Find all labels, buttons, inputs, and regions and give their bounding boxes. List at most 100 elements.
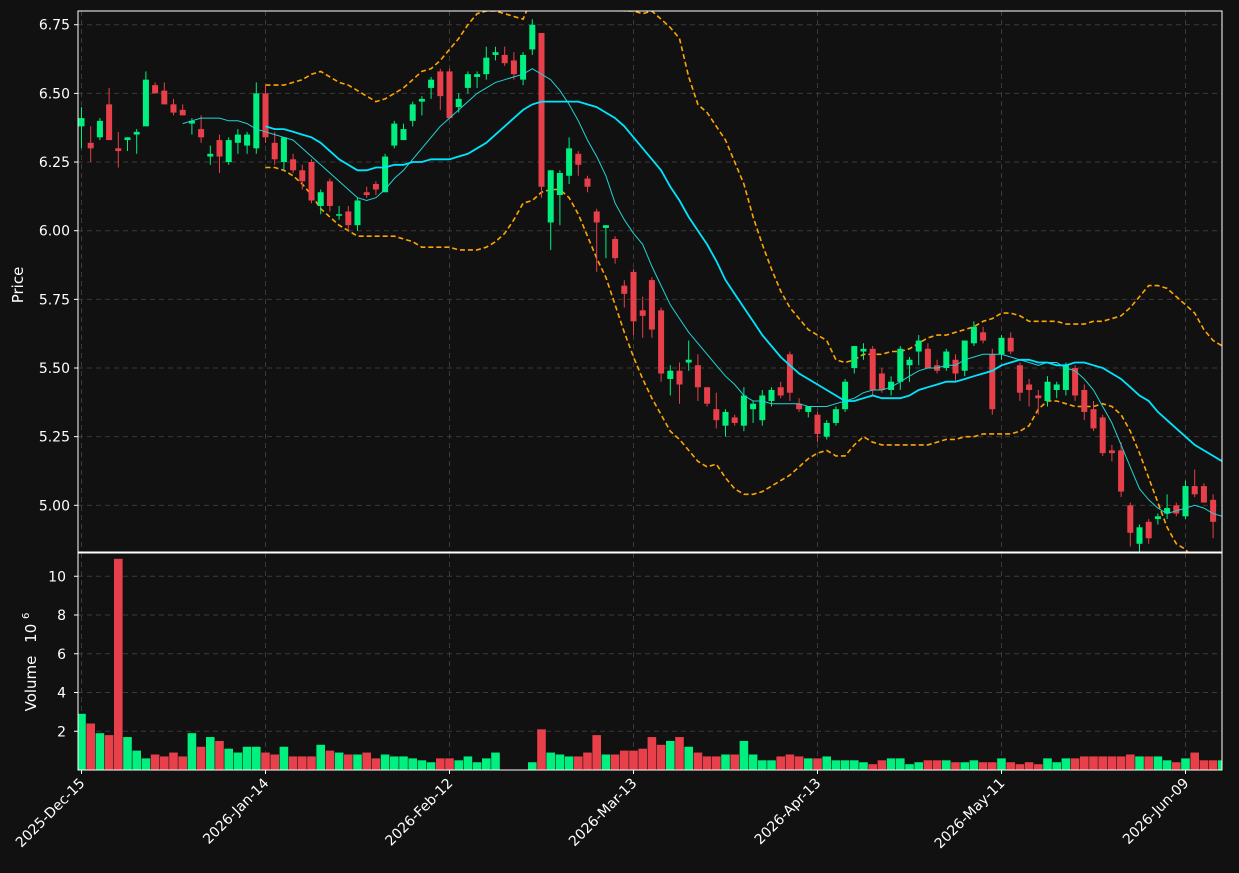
candle-body [593,211,600,223]
candle [888,376,895,396]
candle-body [290,159,297,171]
volume-bar [436,758,445,770]
candle-body [704,387,711,404]
candle-body [1108,450,1115,454]
volume-bar [721,754,730,770]
candle-body [676,370,683,385]
volume-bar [1098,756,1107,770]
candle-body [602,225,609,228]
candle [915,335,922,366]
volume-bar [1052,762,1061,770]
volume-bar [1015,764,1025,770]
volume-bar [785,754,795,770]
volume-bar [942,760,951,770]
candle [1191,469,1198,498]
volume-bar [1208,760,1218,770]
price-panel-frame [77,10,1223,553]
volume-bar [868,764,877,770]
candle-body [437,71,444,97]
candle-body [455,98,462,108]
candle [777,381,784,399]
volume-bar [482,758,491,770]
candle-body [87,142,94,149]
candle [961,340,968,377]
candle [124,137,131,152]
candle [759,389,766,426]
volume-grid [78,553,1222,770]
volume-bar [666,740,675,770]
volume-bar [647,737,657,770]
candle-body [391,123,398,146]
volume-bar [831,760,841,770]
volume-bar [491,752,500,770]
candle-body [566,148,573,176]
candle-body [464,74,471,88]
candle [851,346,858,374]
volume-tick-label: 2 [57,724,66,740]
candle-body [1145,521,1152,539]
candle [142,71,149,127]
candle [1099,414,1106,456]
volume-bar [574,756,583,770]
candle-body [1035,395,1042,399]
volume-bar [114,558,123,770]
volume-bar [132,750,141,770]
candle [970,321,977,347]
candle-body [1044,381,1051,401]
candle [630,269,637,336]
candle-body [317,192,324,206]
volume-bar [206,737,215,770]
candle [639,296,646,338]
volume-bar [1190,752,1199,770]
candle-body [888,381,895,390]
volume-bar [555,754,565,770]
candle [409,101,416,127]
candle [299,164,306,190]
candle [566,137,573,185]
candle [354,197,361,231]
candle [1210,494,1217,539]
candle-body [685,359,692,363]
price-tick-label: 6.25 [39,155,70,171]
candle-body [1164,508,1171,514]
candle-body [244,134,251,146]
price-axis-label: Price [9,267,27,304]
candle-body [96,120,103,138]
volume-bar [997,758,1006,770]
candle [814,411,821,443]
volume-bar [702,756,712,770]
candle-body [124,137,131,141]
volume-bar [160,756,169,770]
volume-bar [463,756,473,770]
candle [336,205,343,220]
volume-axis: 2 4 6 8 10 [48,569,78,740]
volume-panel-frame [77,552,1223,771]
candle [262,85,269,143]
volume-bar [371,758,381,770]
volume-bar [684,746,693,770]
candle [1127,502,1134,547]
candles [78,19,1217,552]
volume-bar [242,746,252,770]
candle-body [520,54,527,80]
volume-bar [693,752,703,770]
candle [602,225,609,259]
volume-bar [1218,760,1222,770]
upper-band-line [265,11,1222,364]
candle [1044,376,1051,407]
candle-body [234,134,241,143]
volume-bar [877,760,887,770]
candle [1053,381,1060,399]
candle [400,123,407,141]
candle-body [446,71,453,119]
price-tick-label: 6.50 [39,86,70,102]
candle-body [658,310,665,374]
candle-body [280,137,287,163]
candle [133,129,140,154]
candle [621,280,628,308]
volume-bar [316,744,325,770]
volume-bar [822,756,831,770]
candle-body [299,170,306,182]
candle [529,19,536,55]
candle [161,82,168,105]
